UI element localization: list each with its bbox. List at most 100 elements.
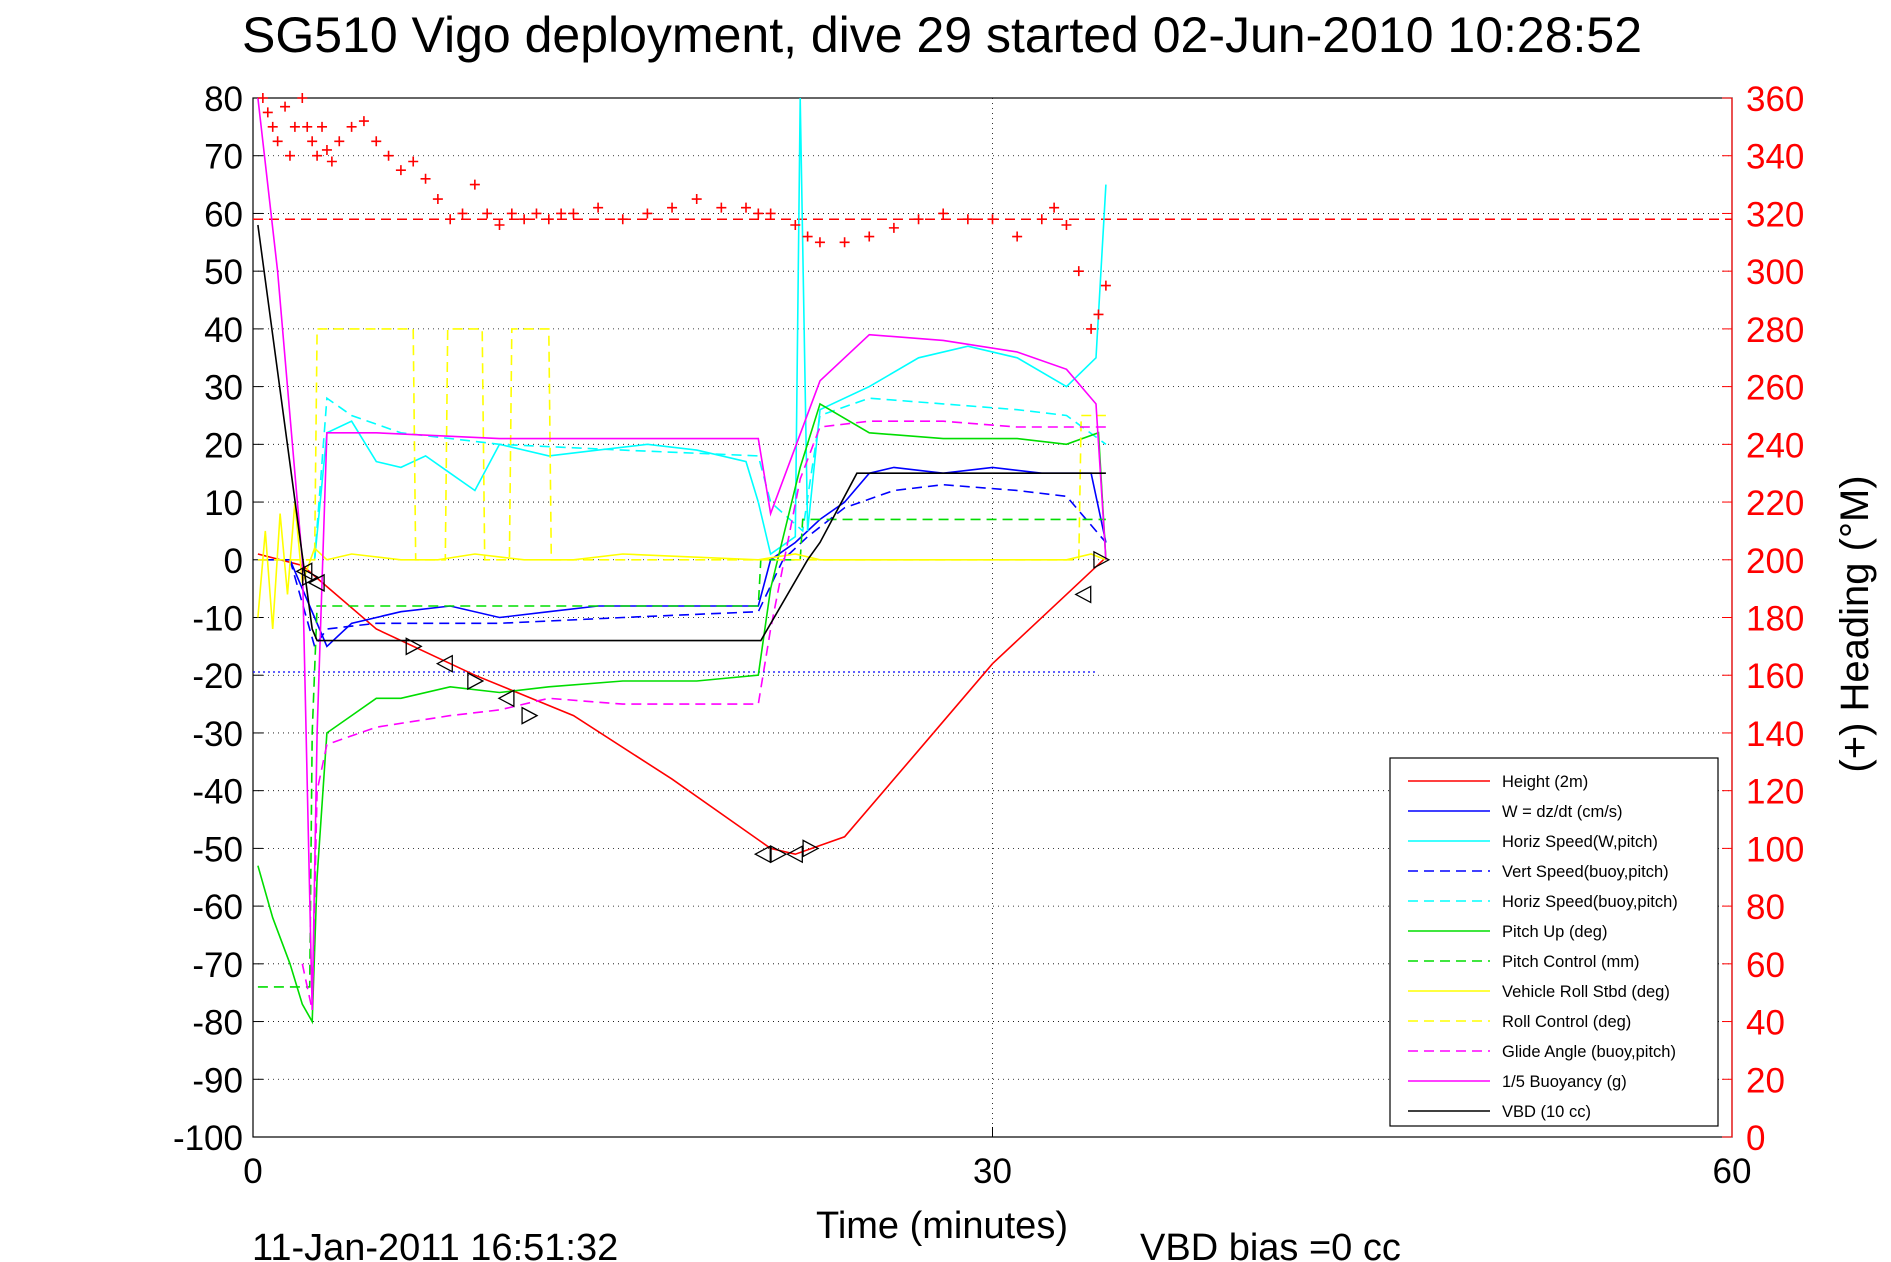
legend-label: W = dz/dt (cm/s) — [1502, 803, 1623, 821]
heading-point — [445, 214, 456, 225]
y2-tick-label: 160 — [1746, 657, 1804, 696]
series-line-4 — [313, 396, 1107, 560]
y2-tick-label: 280 — [1746, 311, 1804, 350]
heading-point — [938, 208, 949, 219]
heading-point — [617, 214, 628, 225]
series-line-8 — [257, 328, 1106, 561]
y2-tick-label: 20 — [1746, 1061, 1785, 1100]
legend-label: Pitch Control (mm) — [1502, 953, 1640, 971]
heading-point — [741, 202, 751, 213]
gc-marker — [405, 637, 423, 656]
heading-point — [346, 121, 357, 132]
y-tick-label: -10 — [192, 600, 243, 639]
legend-label: Horiz Speed(buoy,pitch) — [1502, 893, 1678, 911]
heading-point — [482, 208, 493, 219]
legend-label: Vehicle Roll Stbd (deg) — [1502, 983, 1670, 1001]
y-tick-label: 40 — [204, 311, 243, 350]
series-line-5 — [257, 402, 1107, 1025]
legend-label: Vert Speed(buoy,pitch) — [1502, 863, 1669, 881]
legend-label: Pitch Up (deg) — [1502, 923, 1607, 941]
series-group — [257, 97, 1107, 1025]
heading-point — [469, 179, 480, 190]
y2-tick-label: 40 — [1746, 1004, 1785, 1043]
y2-tick-label: 360 — [1746, 80, 1804, 119]
heading-point — [1073, 266, 1084, 277]
y2-tick-label: 120 — [1746, 773, 1804, 812]
series-line-10 — [257, 97, 1107, 1011]
heading-point — [716, 202, 727, 213]
series-line-7 — [257, 502, 1107, 630]
heading-point — [321, 144, 332, 155]
heading-point — [987, 214, 998, 225]
heading-point — [302, 121, 313, 132]
heading-point — [326, 156, 337, 167]
y-tick-label: -40 — [192, 773, 243, 812]
heading-point — [371, 136, 382, 147]
y2-axis-label: (+) Heading (°M) — [1833, 475, 1877, 772]
y-tick-label: -60 — [192, 888, 243, 927]
heading-point — [284, 150, 295, 161]
gc-marker — [753, 845, 771, 864]
heading-point — [531, 208, 542, 219]
heading-point — [297, 93, 308, 103]
y2-tick-label: 200 — [1746, 542, 1804, 581]
gc-marker — [1093, 550, 1111, 569]
gc-marker — [307, 573, 325, 592]
heading-point — [790, 219, 801, 230]
heading-point — [802, 231, 813, 242]
y-tick-label: 60 — [204, 195, 243, 234]
x-axis-ticks: 0 30 60 — [243, 1127, 1751, 1191]
heading-point — [1100, 280, 1111, 291]
x-axis-label: Time (minutes) — [816, 1205, 1068, 1247]
heading-point — [1012, 231, 1023, 242]
y2-tick-label: 340 — [1746, 138, 1804, 177]
legend-label: Horiz Speed(W,pitch) — [1502, 833, 1658, 851]
gc-marker — [1074, 585, 1092, 604]
y-tick-label: -90 — [192, 1061, 243, 1100]
heading-point — [667, 202, 678, 213]
y-tick-label: 80 — [204, 80, 243, 119]
heading-point — [420, 173, 431, 184]
heading-point — [765, 208, 776, 219]
y-tick-label: -20 — [192, 657, 243, 696]
heading-point — [864, 231, 875, 242]
heading-point — [457, 208, 468, 219]
heading-point — [395, 165, 406, 176]
heading-point — [593, 202, 604, 213]
gc-marker — [435, 654, 453, 673]
gc-markers — [295, 550, 1111, 864]
heading-point — [1093, 309, 1104, 320]
y-tick-label: -80 — [192, 1004, 243, 1043]
chart-title: SG510 Vigo deployment, dive 29 started 0… — [242, 7, 1642, 63]
y-tick-label: 70 — [204, 138, 243, 177]
gc-marker — [302, 568, 320, 587]
heading-point — [691, 194, 702, 205]
y2-tick-label: 80 — [1746, 888, 1785, 927]
heading-point — [408, 156, 419, 167]
y-tick-label: -100 — [173, 1119, 243, 1158]
x-tick-label: 30 — [973, 1152, 1012, 1191]
legend-label: VBD (10 cc) — [1502, 1103, 1591, 1121]
heading-point — [334, 136, 345, 147]
heading-point — [1061, 219, 1072, 230]
right-axis-ticks: 3603403203002802602402202001801601401201… — [1722, 80, 1804, 1158]
y-tick-label: 50 — [204, 253, 243, 292]
heading-point — [888, 222, 899, 233]
y-tick-label: 20 — [204, 426, 243, 465]
y2-tick-label: 320 — [1746, 195, 1804, 234]
heading-point — [913, 214, 924, 225]
heading-point — [307, 136, 318, 147]
y2-tick-label: 300 — [1746, 253, 1804, 292]
heading-point — [312, 150, 323, 161]
heading-point — [257, 93, 268, 103]
heading-point — [839, 237, 850, 248]
y2-tick-label: 100 — [1746, 830, 1804, 869]
gc-marker — [521, 706, 539, 725]
heading-point — [1036, 214, 1047, 225]
heading-points — [257, 93, 1111, 334]
heading-point — [962, 214, 973, 225]
heading-point — [1086, 323, 1097, 334]
left-axis-ticks: 80 70 60 50 40 30 20 10 0 -10 -20 -30 -40 -50 -60 -70 -8… — [173, 80, 263, 1158]
heading-point — [272, 136, 283, 147]
